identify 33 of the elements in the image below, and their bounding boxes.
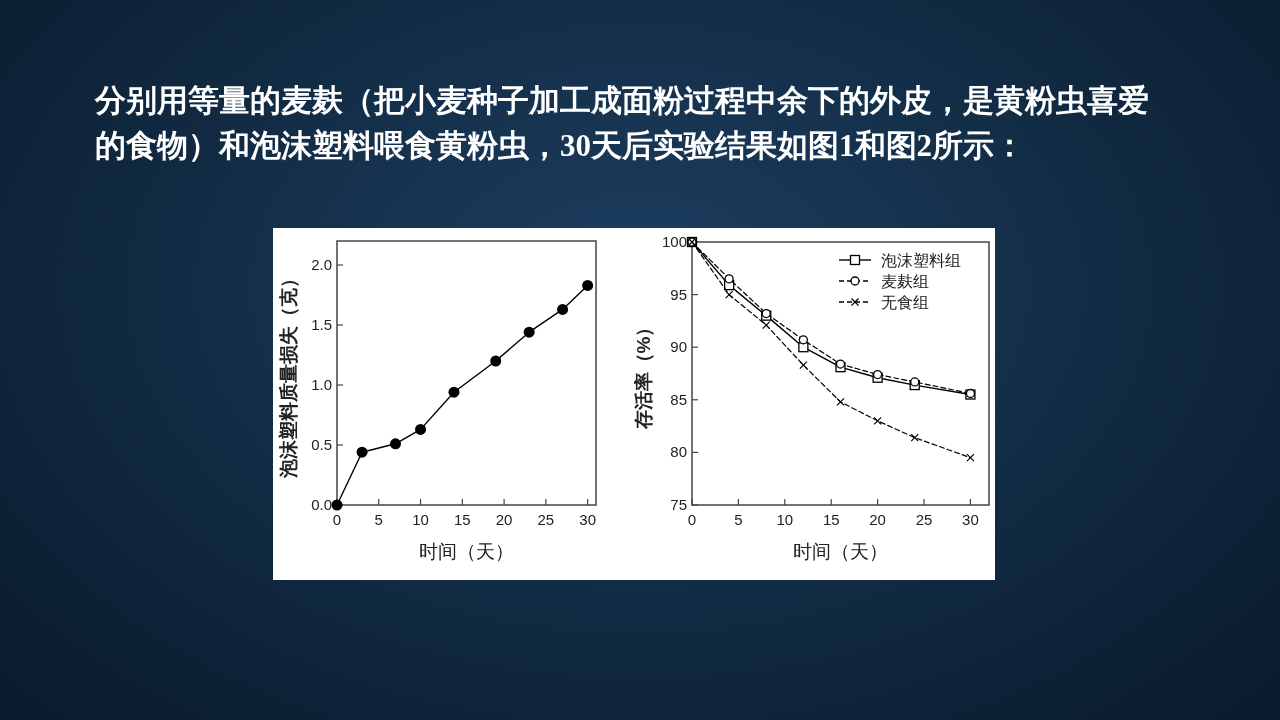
x-tick-label: 20 — [495, 511, 513, 528]
legend-label: 麦麸组 — [881, 273, 929, 290]
y-axis-title: 泡沫塑料质量损失（克） — [278, 268, 299, 479]
y-tick-label: 80 — [670, 443, 687, 461]
legend-label: 泡沫塑料组 — [881, 252, 961, 269]
x-tick-label: 5 — [374, 511, 383, 528]
x-tick-label: 25 — [537, 511, 555, 528]
y-tick-label: 75 — [670, 496, 687, 513]
x-tick-label: 0 — [332, 511, 342, 528]
x-tick-label: 20 — [869, 511, 886, 528]
x-tick-label: 30 — [579, 511, 596, 528]
y-tick-label: 1.5 — [311, 316, 332, 333]
x-tick-label: 0 — [687, 511, 697, 528]
x-axis-title: 时间（天） — [419, 541, 514, 562]
legend-label: 无食组 — [881, 294, 929, 311]
x-tick-label: 10 — [412, 511, 429, 528]
x-tick-label: 30 — [962, 511, 979, 528]
x-tick-label: 10 — [776, 511, 794, 528]
y-tick-label: 1.0 — [311, 376, 332, 393]
x-axis-title: 时间（天） — [793, 541, 888, 562]
y-tick-label: 0.0 — [311, 496, 332, 513]
x-tick-label: 25 — [915, 511, 933, 528]
y-tick-label: 85 — [670, 390, 687, 408]
chart-title: 分别用等量的麦麸（把小麦种子加工成面粉过程中余下的外皮，是黄粉虫喜爱的食物）和泡沫塑料喂食黄粉虫，30天后实验结果如图1和图2所示： — [95, 82, 1150, 165]
y-axis-title: 存活率（%） — [633, 317, 654, 431]
y-tick-label: 100 — [661, 233, 687, 250]
x-tick-label: 5 — [734, 511, 743, 528]
y-tick-label: 95 — [670, 285, 687, 303]
x-tick-label: 15 — [453, 511, 471, 528]
y-tick-label: 90 — [670, 338, 687, 356]
x-tick-label: 15 — [822, 511, 840, 528]
y-tick-label: 0.5 — [311, 436, 332, 453]
y-tick-label: 2.0 — [311, 256, 332, 273]
